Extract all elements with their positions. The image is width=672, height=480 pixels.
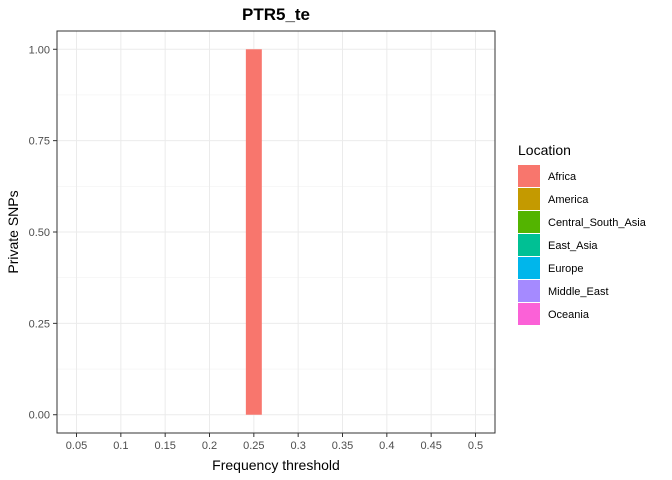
legend-swatch <box>518 211 540 233</box>
bar-africa-0.25 <box>245 49 262 415</box>
y-axis: 0.00 0.25 0.50 0.75 1.00 <box>29 44 57 422</box>
legend-label: Central_South_Asia <box>548 217 647 229</box>
x-tick-label: 0.3 <box>291 440 306 452</box>
x-axis: 0.05 0.1 0.15 0.2 0.25 0.3 0.35 0.4 0.45 0.5 <box>66 433 483 452</box>
x-tick-label: 0.1 <box>113 440 128 452</box>
legend-swatch <box>518 280 540 302</box>
legend-swatch <box>518 257 540 279</box>
legend-label: Middle_East <box>548 286 609 298</box>
legend-label: East_Asia <box>548 240 598 252</box>
x-tick-label: 0.35 <box>332 440 353 452</box>
y-tick-label: 0.00 <box>29 410 50 422</box>
y-axis-title: Private SNPs <box>5 190 21 273</box>
grid <box>57 31 495 433</box>
legend-swatch <box>518 303 540 325</box>
x-tick-label: 0.05 <box>66 440 87 452</box>
x-tick-label: 0.15 <box>154 440 175 452</box>
legend-label: Europe <box>548 263 583 275</box>
legend-label: Oceania <box>548 309 590 321</box>
legend: Location Africa America Central_South_Asia… <box>518 142 647 325</box>
y-tick-label: 0.50 <box>29 227 50 239</box>
x-tick-label: 0.5 <box>468 440 483 452</box>
x-tick-label: 0.4 <box>379 440 394 452</box>
legend-title: Location <box>518 142 571 158</box>
y-tick-label: 0.25 <box>29 318 50 330</box>
x-tick-label: 0.2 <box>202 440 217 452</box>
legend-swatch <box>518 188 540 210</box>
x-axis-title: Frequency threshold <box>212 457 340 473</box>
legend-swatch <box>518 234 540 256</box>
x-tick-label: 0.45 <box>420 440 441 452</box>
x-tick-label: 0.25 <box>243 440 264 452</box>
y-tick-label: 0.75 <box>29 136 50 148</box>
y-tick-label: 1.00 <box>29 44 50 56</box>
legend-label: America <box>548 194 589 206</box>
legend-swatch <box>518 165 540 187</box>
chart-title: PTR5_te <box>242 5 310 24</box>
bars <box>245 49 262 415</box>
legend-label: Africa <box>548 171 577 183</box>
